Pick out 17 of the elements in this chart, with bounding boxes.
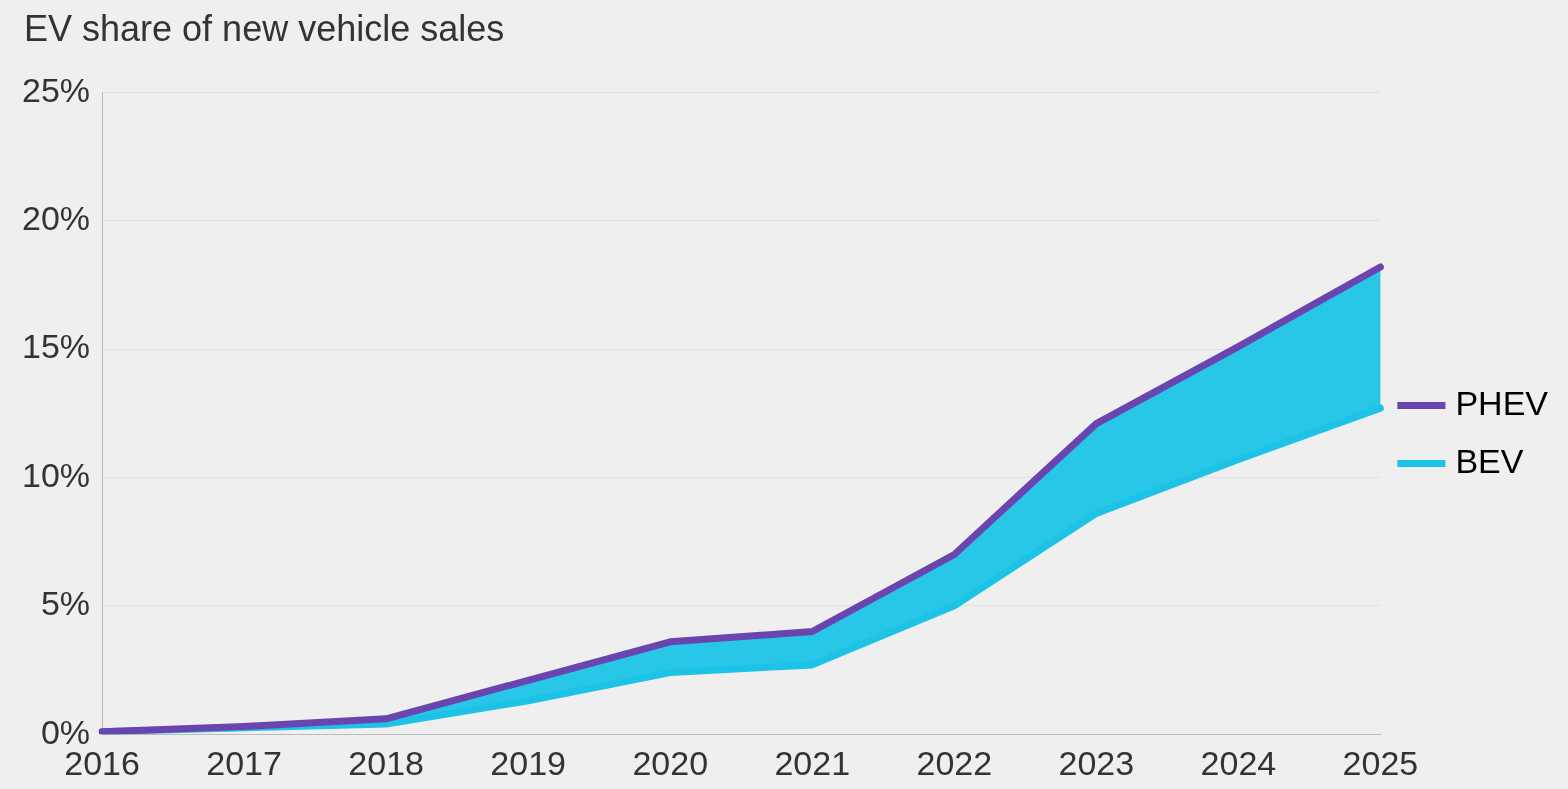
x-tick-label: 2019 — [490, 743, 566, 782]
x-tick-label: 2022 — [916, 743, 993, 782]
x-tick-label: 2023 — [1058, 743, 1135, 782]
legend-label: BEV — [1455, 441, 1524, 480]
chart-title: EV share of new vehicle sales — [24, 8, 505, 50]
x-tick-label: 2018 — [348, 743, 424, 782]
y-tick-label: 10% — [21, 455, 91, 494]
y-tick-label: 25% — [21, 70, 91, 109]
x-tick-label: 2024 — [1200, 743, 1277, 782]
legend-label: PHEV — [1455, 383, 1549, 422]
y-tick-label: 15% — [21, 327, 91, 366]
y-tick-label: 5% — [40, 584, 91, 623]
x-tick-label: 2020 — [632, 743, 709, 782]
x-tick-label: 2017 — [206, 743, 282, 782]
x-tick-label: 2021 — [774, 743, 851, 782]
x-tick-label: 2025 — [1342, 743, 1419, 782]
y-tick-label: 20% — [21, 199, 91, 238]
